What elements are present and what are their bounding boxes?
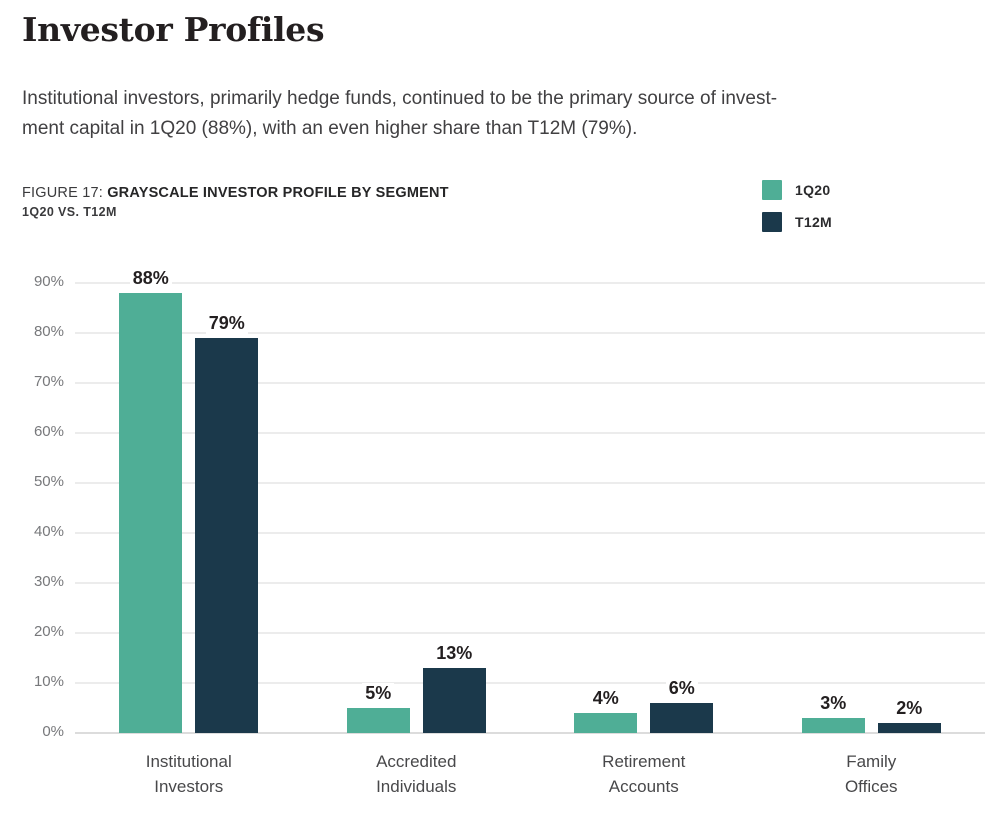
gridline-30 <box>75 582 985 584</box>
bar-group-accredited: 5% 13% <box>303 283 531 733</box>
y-axis-tick-20: 20% <box>33 623 64 640</box>
gridline-40 <box>75 532 985 534</box>
y-axis-tick-70: 70% <box>33 373 64 390</box>
x-axis-label-institutional: Institutional Investors <box>145 752 232 796</box>
bar-value-label: 6% <box>665 678 698 699</box>
gridline-90 <box>75 282 985 284</box>
y-axis-tick-10: 10% <box>33 673 64 690</box>
page-title: Investor Profiles <box>22 10 325 49</box>
figure-number-label: FIGURE 17: <box>22 185 103 201</box>
bar-t12m-accredited: 13% <box>422 643 486 733</box>
bar-group-retirement: 4% 6% <box>530 283 758 733</box>
gridline-70 <box>75 382 985 384</box>
bar-t12m-family: 2% <box>877 698 941 733</box>
bar-value-label: 88% <box>129 268 172 289</box>
y-axis-tick-90: 90% <box>33 273 64 290</box>
legend-item-1q20: 1Q20 <box>762 180 832 200</box>
y-axis-tick-80: 80% <box>33 323 64 340</box>
figure-subtitle: 1Q20 VS. T12M <box>22 205 117 219</box>
legend-swatch-1q20 <box>762 180 782 200</box>
intro-line-2: ment capital in 1Q20 (88%), with an even… <box>22 118 638 139</box>
x-axis-labels: Institutional Investors Accredited Individu… <box>75 749 985 799</box>
bar-1q20-institutional: 88% <box>119 268 183 733</box>
x-axis-label-accredited: Accredited Individuals <box>376 752 457 796</box>
bar-value-label: 4% <box>589 688 622 709</box>
bar-group-institutional: 88% 79% <box>75 268 303 733</box>
bar-value-label: 2% <box>893 698 926 719</box>
bar-value-label: 13% <box>433 643 476 664</box>
legend-swatch-t12m <box>762 212 782 232</box>
legend-item-t12m: T12M <box>762 212 832 232</box>
bar-value-label: 3% <box>817 693 850 714</box>
intro-line-1: Institutional investors, primarily hedge… <box>22 88 778 109</box>
gridline-80 <box>75 332 985 334</box>
gridline-60 <box>75 432 985 434</box>
bar-1q20-family: 3% <box>801 693 865 733</box>
bar-1q20-accredited: 5% <box>346 683 410 733</box>
y-axis-tick-0: 0% <box>42 723 64 740</box>
gridline-50 <box>75 482 985 484</box>
bar-chart: 0% 10% 20% 30% 40% 50% 60% 70% 80% 90% 88% 79% 5% 13%… <box>0 260 1000 830</box>
legend-label: T12M <box>795 214 832 230</box>
y-axis-tick-30: 30% <box>33 573 64 590</box>
y-axis-tick-40: 40% <box>33 523 64 540</box>
gridline-10 <box>75 682 985 684</box>
y-axis-tick-50: 50% <box>33 473 64 490</box>
intro-paragraph: Institutional investors, primarily hedge… <box>22 84 982 144</box>
x-axis-label-family: Family Offices <box>844 752 898 796</box>
bar-t12m-institutional: 79% <box>195 313 259 733</box>
x-axis-label-retirement: Retirement Accounts <box>602 752 686 796</box>
gridline-0 <box>75 732 985 734</box>
bar-value-label: 5% <box>362 683 395 704</box>
bar-group-family: 3% 2% <box>758 283 986 733</box>
bar-t12m-retirement: 6% <box>650 678 714 733</box>
bar-groups: 88% 79% 5% 13% 4% 6% 3% 2% <box>75 268 986 733</box>
bar-value-label: 79% <box>205 313 248 334</box>
figure-caption: FIGURE 17: GRAYSCALE INVESTOR PROFILE BY… <box>22 185 449 219</box>
bar-1q20-retirement: 4% <box>574 688 638 733</box>
y-axis-tick-60: 60% <box>33 423 64 440</box>
gridline-20 <box>75 632 985 634</box>
figure-title: GRAYSCALE INVESTOR PROFILE BY SEGMENT <box>107 185 449 201</box>
chart-legend: 1Q20 T12M <box>762 180 832 244</box>
legend-label: 1Q20 <box>795 182 831 198</box>
